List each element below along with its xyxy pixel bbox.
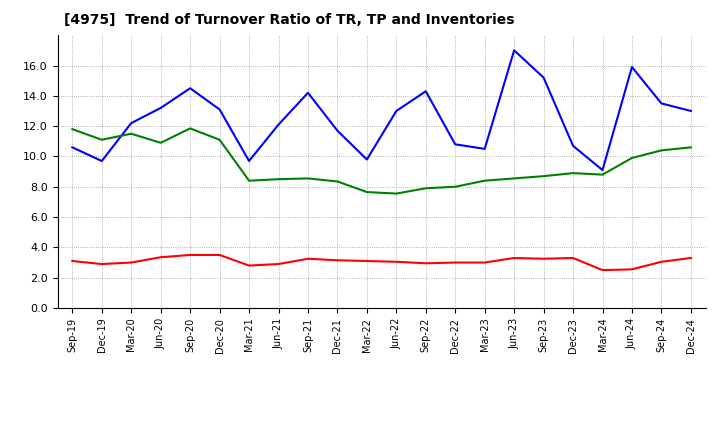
Trade Receivables (156, 255, 165, 260)
Trade Payables (421, 88, 430, 94)
Trade Payables (628, 64, 636, 70)
Trade Receivables (451, 260, 459, 265)
Inventories (657, 148, 666, 153)
Trade Receivables (598, 268, 607, 273)
Trade Payables (510, 48, 518, 53)
Trade Receivables (657, 259, 666, 264)
Trade Payables (687, 108, 696, 114)
Trade Receivables (392, 259, 400, 264)
Trade Payables (363, 157, 372, 162)
Trade Payables (156, 105, 165, 110)
Inventories (68, 127, 76, 132)
Inventories (186, 126, 194, 131)
Inventories (97, 137, 106, 143)
Inventories (156, 140, 165, 146)
Trade Payables (68, 145, 76, 150)
Inventories (628, 155, 636, 161)
Trade Receivables (510, 255, 518, 260)
Trade Payables (186, 86, 194, 91)
Trade Payables (304, 90, 312, 95)
Text: [4975]  Trend of Turnover Ratio of TR, TP and Inventories: [4975] Trend of Turnover Ratio of TR, TP… (64, 13, 515, 27)
Inventories (304, 176, 312, 181)
Trade Receivables (687, 255, 696, 260)
Inventories (245, 178, 253, 183)
Trade Receivables (304, 256, 312, 261)
Trade Payables (539, 75, 548, 80)
Trade Payables (333, 128, 342, 133)
Inventories (274, 176, 283, 182)
Trade Payables (392, 108, 400, 114)
Trade Payables (569, 143, 577, 148)
Trade Payables (127, 121, 135, 126)
Trade Receivables (539, 256, 548, 261)
Trade Receivables (68, 258, 76, 264)
Trade Payables (245, 158, 253, 164)
Trade Receivables (274, 261, 283, 267)
Inventories (363, 189, 372, 194)
Line: Trade Payables: Trade Payables (72, 50, 691, 170)
Trade Receivables (628, 267, 636, 272)
Line: Inventories: Inventories (72, 128, 691, 194)
Inventories (421, 186, 430, 191)
Inventories (480, 178, 489, 183)
Trade Receivables (215, 252, 224, 257)
Trade Payables (274, 122, 283, 127)
Line: Trade Receivables: Trade Receivables (72, 255, 691, 270)
Inventories (392, 191, 400, 196)
Inventories (215, 137, 224, 143)
Inventories (127, 131, 135, 136)
Trade Receivables (333, 258, 342, 263)
Trade Payables (215, 107, 224, 112)
Trade Payables (598, 168, 607, 173)
Trade Payables (451, 142, 459, 147)
Trade Receivables (245, 263, 253, 268)
Trade Payables (97, 158, 106, 164)
Trade Receivables (480, 260, 489, 265)
Inventories (687, 145, 696, 150)
Inventories (539, 173, 548, 179)
Inventories (598, 172, 607, 177)
Trade Receivables (363, 258, 372, 264)
Inventories (569, 170, 577, 176)
Trade Receivables (97, 261, 106, 267)
Inventories (451, 184, 459, 189)
Inventories (510, 176, 518, 181)
Trade Payables (657, 101, 666, 106)
Trade Receivables (569, 255, 577, 260)
Trade Receivables (127, 260, 135, 265)
Trade Receivables (421, 260, 430, 266)
Trade Receivables (186, 252, 194, 257)
Trade Payables (480, 146, 489, 151)
Inventories (333, 179, 342, 184)
